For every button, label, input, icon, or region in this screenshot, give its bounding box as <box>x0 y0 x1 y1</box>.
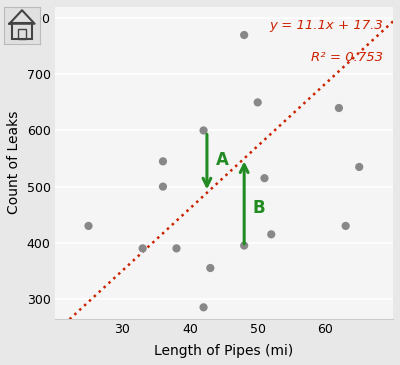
Y-axis label: Count of Leaks: Count of Leaks <box>7 111 21 215</box>
Point <box>173 245 180 251</box>
Point <box>356 164 362 170</box>
Point <box>85 223 92 229</box>
Text: A: A <box>216 151 229 169</box>
Point <box>241 32 247 38</box>
Point <box>342 223 349 229</box>
Point <box>200 304 207 310</box>
Point <box>160 158 166 164</box>
X-axis label: Length of Pipes (mi): Length of Pipes (mi) <box>154 344 294 358</box>
Point <box>261 175 268 181</box>
Text: R² = 0.753: R² = 0.753 <box>311 51 383 64</box>
Point <box>160 184 166 189</box>
Point <box>140 245 146 251</box>
Point <box>336 105 342 111</box>
Bar <box>12 23 32 39</box>
Point <box>254 100 261 105</box>
Point <box>200 127 207 133</box>
Point <box>268 231 274 237</box>
Text: y = 11.1x + 17.3: y = 11.1x + 17.3 <box>269 19 383 32</box>
Text: B: B <box>252 199 265 217</box>
Point <box>241 243 247 249</box>
Bar <box>18 29 26 39</box>
Point <box>207 265 214 271</box>
